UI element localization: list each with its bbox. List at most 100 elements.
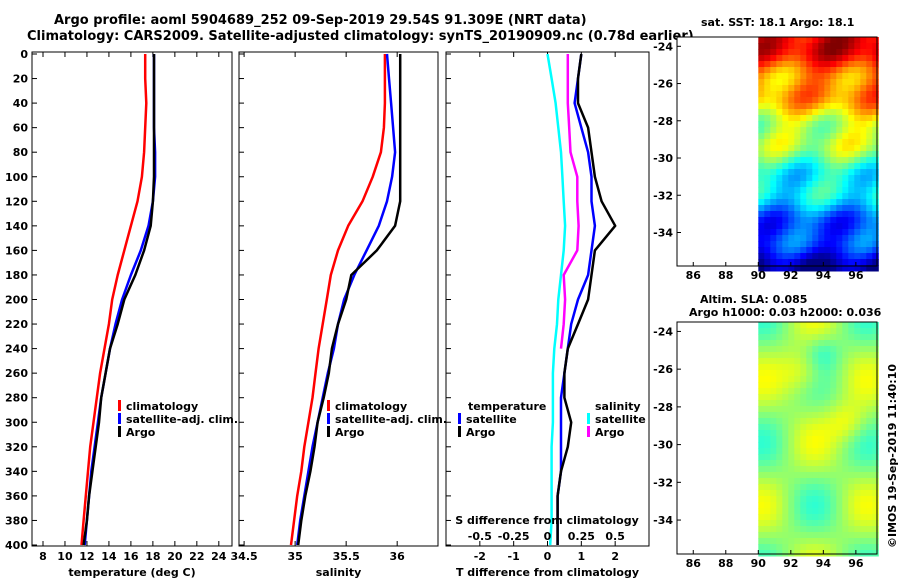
map-cell	[818, 430, 825, 437]
map-cell	[794, 217, 801, 224]
map-cell	[800, 532, 807, 539]
map-cell	[788, 145, 795, 152]
series-line-salinity-satellite	[546, 53, 567, 546]
map-cell	[872, 364, 879, 371]
map-cell	[866, 121, 873, 128]
map-cell	[770, 538, 777, 545]
map-cell	[782, 472, 789, 479]
map-cell	[758, 412, 765, 419]
map-cell	[854, 229, 861, 236]
map-cell	[782, 163, 789, 170]
map-cell	[854, 217, 861, 224]
map-cell	[866, 496, 873, 503]
map-cell	[872, 61, 879, 68]
map-cell	[842, 265, 849, 272]
map-cell	[860, 49, 867, 56]
map-cell	[788, 496, 795, 503]
map-cell	[848, 229, 855, 236]
map-cell	[848, 424, 855, 431]
map-cell	[860, 199, 867, 206]
map-cell	[806, 181, 813, 188]
map-cell	[812, 157, 819, 164]
map-cell	[776, 526, 783, 533]
map-cell	[866, 454, 873, 461]
map-cell	[842, 223, 849, 230]
map-cell	[806, 109, 813, 116]
map-cell	[800, 127, 807, 134]
map-cell	[830, 394, 837, 401]
map-cell	[764, 121, 771, 128]
map-cell	[800, 235, 807, 242]
map-cell	[848, 157, 855, 164]
map-cell	[848, 472, 855, 479]
map-cell	[758, 514, 765, 521]
map-cell	[788, 97, 795, 104]
map-cell	[866, 109, 873, 116]
map-cell	[824, 364, 831, 371]
map-cell	[764, 157, 771, 164]
map-cell	[836, 496, 843, 503]
map-cell	[836, 49, 843, 56]
map-cell	[830, 193, 837, 200]
map-cell	[800, 358, 807, 365]
map-cell	[764, 430, 771, 437]
map-cell	[818, 412, 825, 419]
map-cell	[860, 478, 867, 485]
map-cell	[824, 205, 831, 212]
map-cell	[836, 91, 843, 98]
map-cell	[800, 259, 807, 266]
map-cell	[770, 193, 777, 200]
map-cell	[836, 502, 843, 509]
map-cell	[758, 199, 765, 206]
map-cell	[860, 532, 867, 539]
map-cell	[842, 448, 849, 455]
map-cell	[836, 508, 843, 515]
map-cell	[812, 346, 819, 353]
map-cell	[800, 370, 807, 377]
map-cell	[788, 520, 795, 527]
map-cell	[830, 532, 837, 539]
map-cell	[812, 169, 819, 176]
map-cell	[842, 520, 849, 527]
map-cell	[812, 466, 819, 473]
map-cell	[794, 484, 801, 491]
map-cell	[782, 490, 789, 497]
map-cell	[860, 211, 867, 218]
map-cell	[800, 376, 807, 383]
map-cell	[758, 55, 765, 62]
map-cell	[758, 322, 765, 329]
map-cell	[770, 169, 777, 176]
map-cell	[806, 145, 813, 152]
map-cell	[788, 169, 795, 176]
map-cell	[800, 193, 807, 200]
map-cell	[872, 145, 879, 152]
map-cell	[788, 121, 795, 128]
map-cell	[830, 514, 837, 521]
map-cell	[758, 163, 765, 170]
x-tick-label: 18	[145, 550, 160, 563]
map-cell	[848, 430, 855, 437]
map-cell	[848, 478, 855, 485]
map-cell	[806, 247, 813, 254]
map-cell	[872, 193, 879, 200]
map-cell	[872, 400, 879, 407]
map-cell	[800, 460, 807, 467]
map-cell	[818, 328, 825, 335]
map-cell	[782, 346, 789, 353]
map-cell	[806, 388, 813, 395]
map-cell	[794, 175, 801, 182]
map-cell	[776, 217, 783, 224]
map-cell	[842, 490, 849, 497]
map-cell	[854, 502, 861, 509]
map-cell	[758, 340, 765, 347]
map-cell	[860, 163, 867, 170]
map-cell	[800, 97, 807, 104]
map-cell	[830, 211, 837, 218]
depth-tick-label: 400	[5, 539, 28, 552]
depth-tick-label: 80	[13, 146, 29, 159]
map-cell	[788, 442, 795, 449]
map-cell	[806, 508, 813, 515]
map-cell	[854, 544, 861, 551]
map-cell	[824, 37, 831, 44]
map-cell	[842, 175, 849, 182]
